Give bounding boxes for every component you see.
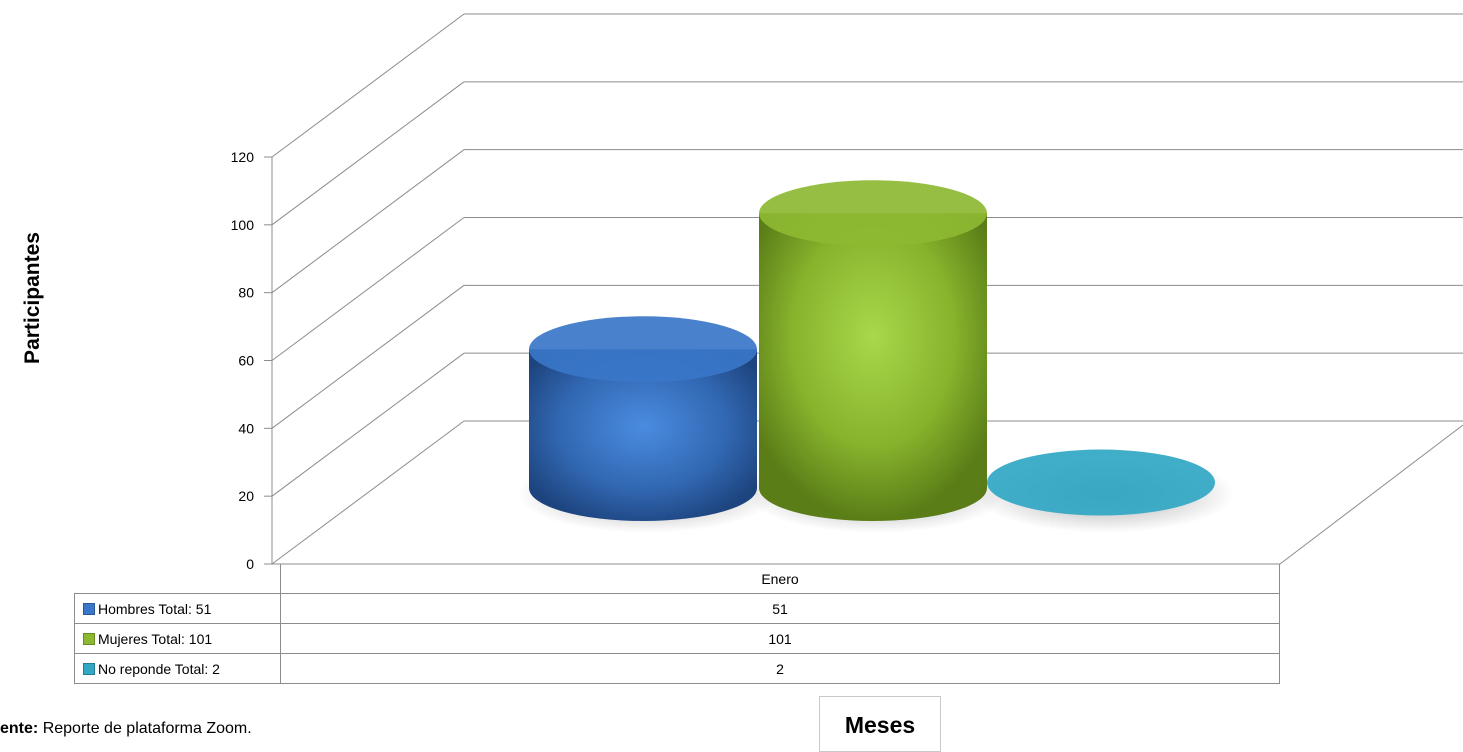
series-name: Mujeres Total: 101 — [98, 630, 213, 647]
gridline-side — [271, 13, 465, 158]
y-tick-label: 120 — [231, 149, 255, 165]
legend-swatch — [83, 662, 95, 675]
gridline-side — [271, 149, 465, 294]
bar-top — [987, 449, 1215, 516]
bar-body — [759, 213, 987, 521]
y-axis-label: Participantes — [21, 232, 44, 364]
bar-top — [529, 316, 757, 383]
table-row: Hombres Total: 51 51 — [74, 593, 1280, 624]
gridline-side — [271, 81, 465, 226]
data-label: 2 — [280, 653, 1280, 684]
data-label: 51 — [280, 593, 1280, 624]
y-tick-label: 20 — [238, 488, 254, 504]
source-note-prefix: ente: — [0, 720, 39, 737]
bar-2 — [747, 180, 1007, 533]
source-note: ente: Reporte de plataforma Zoom. — [0, 720, 252, 738]
y-tick-label: 60 — [238, 353, 254, 369]
table-row: Mujeres Total: 101 101 — [74, 623, 1280, 654]
y-tick-label: 80 — [238, 285, 254, 301]
legend-entry: No reponde Total: 2 — [74, 653, 281, 684]
bar-body — [529, 349, 757, 521]
legend-swatch — [83, 632, 95, 645]
bar-3 — [975, 449, 1235, 533]
data-label: 101 — [280, 623, 1280, 654]
bar-top — [759, 180, 987, 247]
gridline-side — [271, 420, 465, 565]
data-table: Enero Hombres Total: 51 51 Mujeres Total… — [74, 564, 1280, 684]
gridline-side — [271, 352, 465, 497]
gridline-side — [271, 217, 465, 361]
y-tick-label: 100 — [231, 217, 255, 233]
table-row: No reponde Total: 2 2 — [74, 653, 1280, 684]
table-corner — [74, 564, 281, 594]
series-name: No reponde Total: 2 — [98, 660, 220, 677]
source-note-text: Reporte de plataforma Zoom. — [42, 720, 252, 737]
legend-swatch — [83, 602, 95, 615]
chart-bars — [517, 180, 1235, 533]
table-category-row: Enero — [74, 564, 1280, 594]
bar-1 — [517, 316, 777, 533]
gridline-side — [271, 284, 465, 429]
y-tick-label: 40 — [238, 420, 254, 436]
floor-right-edge — [1279, 424, 1463, 565]
x-axis-label: Meses — [819, 696, 941, 752]
category-label: Enero — [280, 564, 1280, 594]
legend-entry: Mujeres Total: 101 — [74, 623, 281, 654]
legend-entry: Hombres Total: 51 — [74, 593, 281, 624]
series-name: Hombres Total: 51 — [98, 600, 212, 617]
